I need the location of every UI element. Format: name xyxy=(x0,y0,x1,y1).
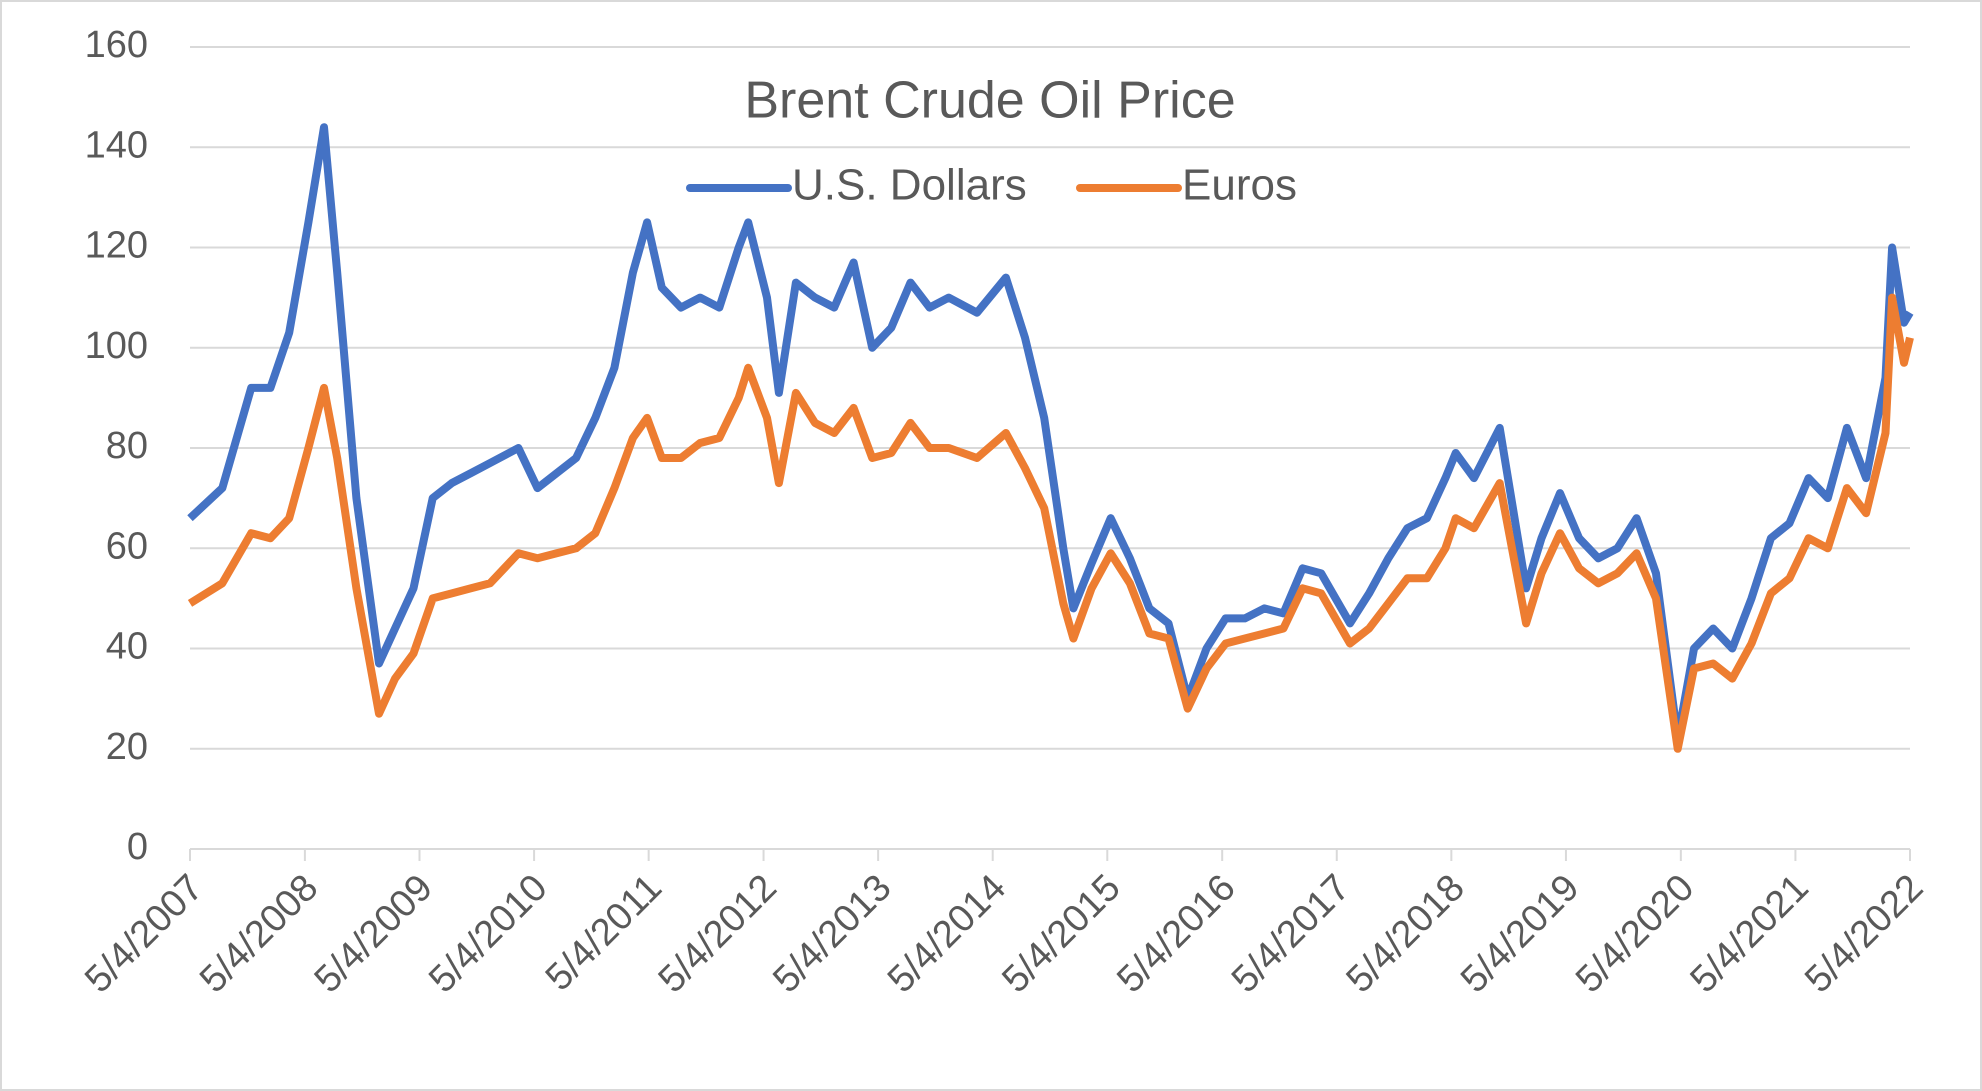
y-tick-label: 120 xyxy=(85,225,148,267)
y-tick-label: 40 xyxy=(106,626,148,668)
y-tick-label: 80 xyxy=(106,425,148,467)
series-line xyxy=(187,293,1914,753)
y-tick-label: 20 xyxy=(106,726,148,768)
y-tick-label: 160 xyxy=(85,24,148,66)
y-tick-label: 0 xyxy=(127,826,148,868)
chart-title: Brent Crude Oil Price xyxy=(744,72,1235,130)
y-tick-label: 140 xyxy=(85,124,148,166)
legend-label: U.S. Dollars xyxy=(792,161,1027,210)
y-tick-label: 60 xyxy=(106,525,148,567)
series-line xyxy=(187,123,1914,743)
y-tick-label: 100 xyxy=(85,325,148,367)
legend-label: Euros xyxy=(1182,161,1297,210)
